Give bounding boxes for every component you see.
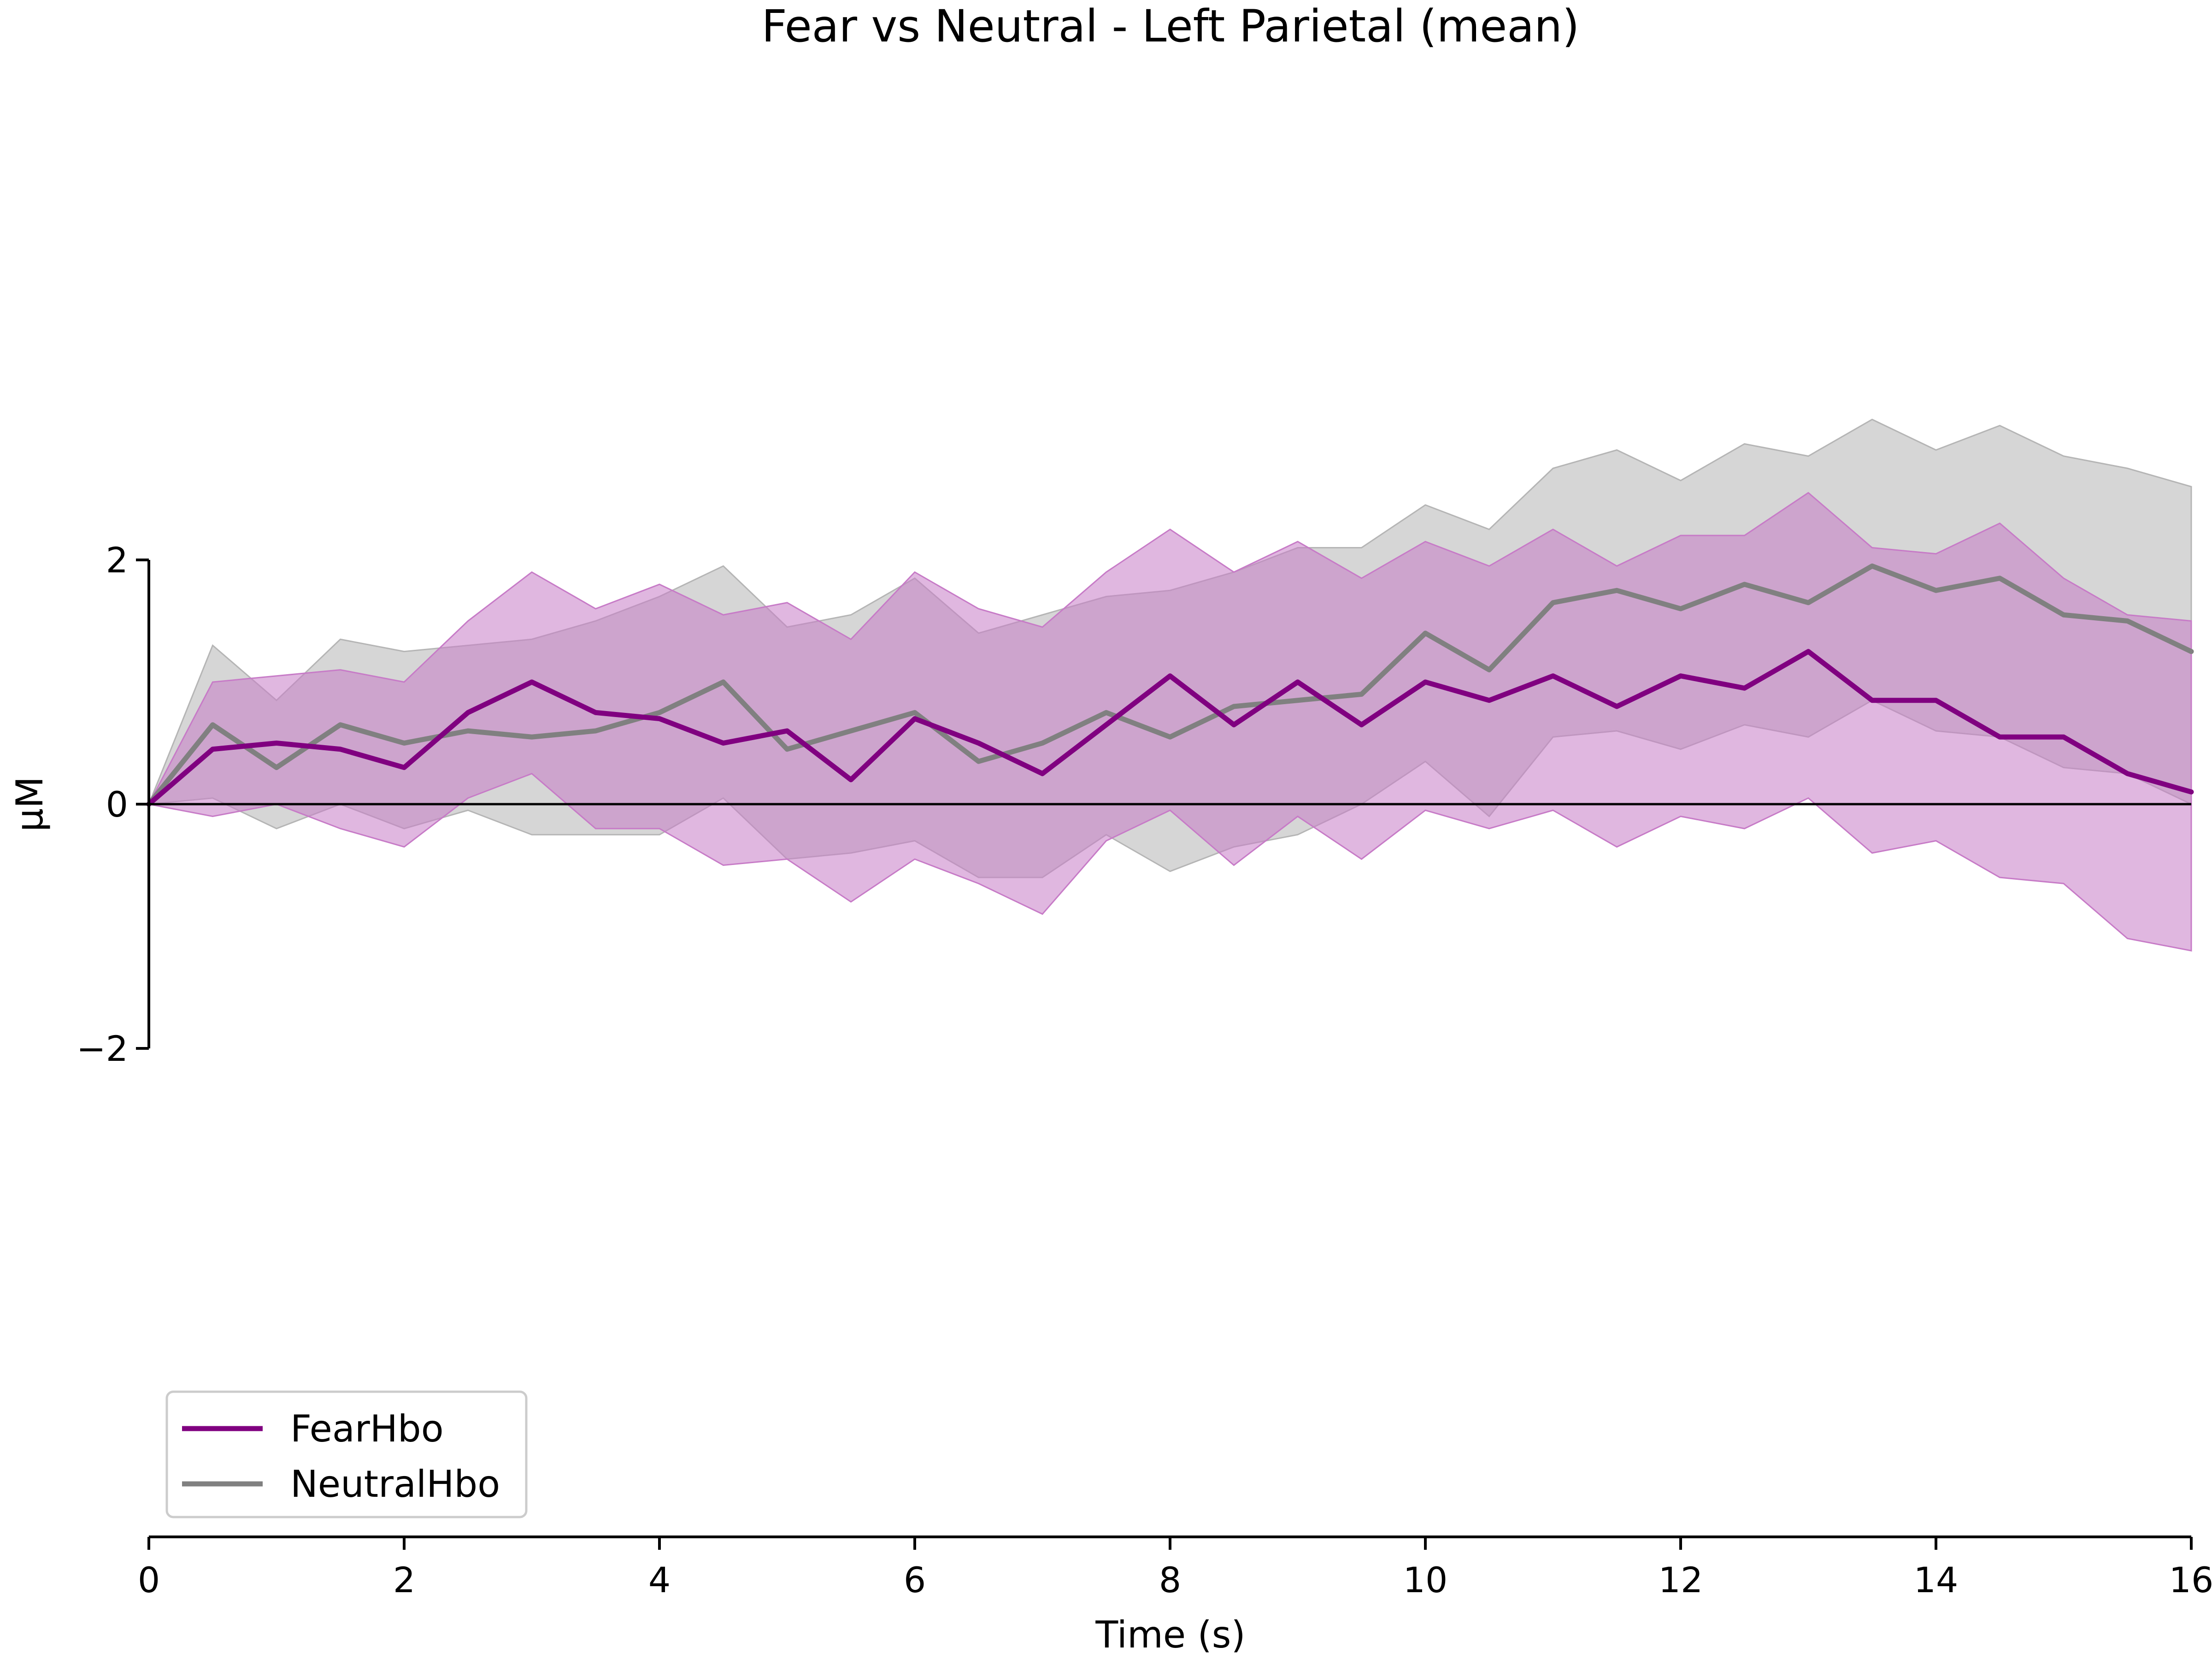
y-tick-label: 0 [106, 784, 128, 825]
series-lines [146, 563, 2194, 807]
confidence-bands [147, 418, 2192, 952]
legend: FearHbo NeutralHbo [165, 1390, 528, 1518]
x-tick-label: 16 [2169, 1559, 2212, 1600]
y-tick-label: −2 [76, 1028, 128, 1069]
x-tick-label: 10 [1403, 1559, 1448, 1600]
line-neutralhbo [146, 563, 2194, 807]
x-tick-label: 14 [1914, 1559, 1959, 1600]
x-tick-label: 2 [393, 1559, 415, 1600]
line-fearhbo [146, 649, 2194, 807]
x-axis-label: Time (s) [1095, 1613, 1245, 1656]
x-axis: 0 2 4 6 8 10 12 14 16 [138, 1535, 2212, 1600]
chart-title: Fear vs Neutral - Left Parietal (mean) [762, 0, 1580, 52]
x-tick-label: 8 [1159, 1559, 1181, 1600]
y-axis: −2 0 2 [76, 540, 150, 1069]
x-tick-label: 4 [648, 1559, 671, 1600]
x-tick-label: 12 [1659, 1559, 1703, 1600]
y-tick-label: 2 [106, 540, 128, 581]
y-axis-label: µM [8, 777, 51, 832]
x-tick-label: 6 [904, 1559, 926, 1600]
x-tick-label: 0 [138, 1559, 160, 1600]
legend-label: FearHbo [290, 1407, 444, 1450]
legend-label: NeutralHbo [290, 1463, 500, 1506]
